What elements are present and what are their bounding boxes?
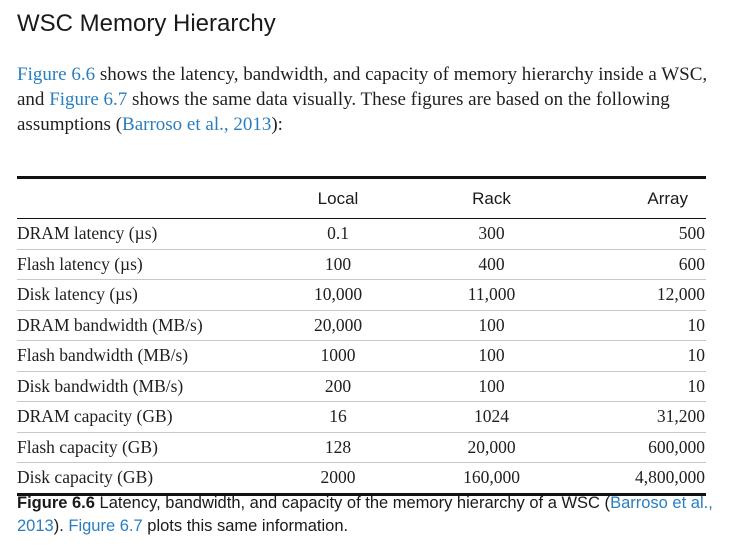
header-cell-array: Array — [647, 188, 688, 208]
table-body: DRAM latency (µs) 0.1 300 500 Flash latency … — [17, 218, 706, 496]
local-value-cell: 200 — [262, 371, 414, 402]
array-value-cell: 12,000 — [569, 279, 706, 311]
local-value-cell: 20,000 — [262, 310, 414, 341]
row-label-cell: Flash bandwidth (MB/s) — [17, 340, 262, 372]
row-label-cell: DRAM capacity (GB) — [17, 401, 262, 433]
table-row: DRAM capacity (GB) 16 1024 31,200 — [17, 401, 706, 433]
array-value-cell: 10 — [569, 310, 706, 341]
header-cell-label — [17, 178, 262, 219]
local-value-cell: 2000 — [262, 462, 414, 496]
local-value-cell: 1000 — [262, 340, 414, 372]
array-value-cell: 600,000 — [569, 432, 706, 463]
intro-text-2: shows the same data visually. These figu… — [17, 89, 670, 135]
caption-citation-link[interactable]: Barroso et al., 2013 — [17, 494, 713, 535]
row-label-cell: Disk capacity (GB) — [17, 462, 262, 496]
caption-figure-label: Figure 6.6 — [17, 494, 95, 512]
rack-value-cell: 20,000 — [414, 432, 569, 463]
intro-text-3: ): — [271, 114, 283, 135]
row-label-cell: Flash capacity (GB) — [17, 432, 262, 463]
table-row: DRAM latency (µs) 0.1 300 500 — [17, 218, 706, 250]
table-row: Disk bandwidth (MB/s) 200 100 10 — [17, 371, 706, 402]
table-row: Disk capacity (GB) 2000 160,000 4,800,000 — [17, 462, 706, 496]
caption-text-3: plots this same information. — [142, 517, 349, 535]
array-value-cell: 31,200 — [569, 401, 706, 433]
rack-value-cell: 1024 — [414, 401, 569, 433]
local-value-cell: 128 — [262, 432, 414, 463]
rack-value-cell: 100 — [414, 310, 569, 341]
array-value-cell: 10 — [569, 371, 706, 402]
row-label-cell: DRAM bandwidth (MB/s) — [17, 310, 262, 341]
table-header-row: Local Rack Array — [17, 177, 706, 219]
memory-hierarchy-table-wrap: Local Rack Array DRAM latency (µs) 0.1 300… — [17, 176, 706, 496]
caption-figure-6-7-link[interactable]: Figure 6.7 — [68, 517, 143, 535]
local-value-cell: 0.1 — [262, 218, 414, 250]
row-label-cell: Disk latency (µs) — [17, 279, 262, 311]
intro-paragraph: Figure 6.6 shows the latency, bandwidth,… — [17, 62, 717, 137]
table-row: Flash bandwidth (MB/s) 1000 100 10 — [17, 340, 706, 372]
local-value-cell: 16 — [262, 401, 414, 433]
figure-6-6-link[interactable]: Figure 6.6 — [17, 64, 96, 85]
local-value-cell: 10,000 — [262, 279, 414, 311]
array-value-cell: 500 — [569, 218, 706, 250]
caption-text-2: ). — [53, 517, 69, 535]
rack-value-cell: 100 — [414, 340, 569, 372]
array-value-cell: 4,800,000 — [569, 462, 706, 496]
array-value-cell: 600 — [569, 249, 706, 280]
local-value-cell: 100 — [262, 249, 414, 280]
header-cell-rack: Rack — [472, 188, 511, 208]
citation-link[interactable]: Barroso et al., 2013 — [122, 114, 272, 135]
table-row: Flash capacity (GB) 128 20,000 600,000 — [17, 432, 706, 463]
memory-hierarchy-table: Local Rack Array DRAM latency (µs) 0.1 300… — [17, 176, 706, 496]
figure-6-7-link[interactable]: Figure 6.7 — [49, 89, 128, 110]
row-label-cell: Flash latency (µs) — [17, 249, 262, 280]
rack-value-cell: 400 — [414, 249, 569, 280]
header-cell-local: Local — [317, 188, 359, 208]
caption-text-1: Latency, bandwidth, and capacity of the … — [94, 494, 611, 512]
rack-value-cell: 100 — [414, 371, 569, 402]
row-label-cell: DRAM latency (µs) — [17, 218, 262, 250]
table-row: Disk latency (µs) 10,000 11,000 12,000 — [17, 279, 706, 311]
intro-text-1: shows the latency, bandwidth, and capaci… — [17, 64, 708, 110]
figure-caption: Figure 6.6 Latency, bandwidth, and capac… — [17, 492, 727, 538]
row-label-cell: Disk bandwidth (MB/s) — [17, 371, 262, 402]
rack-value-cell: 300 — [414, 218, 569, 250]
rack-value-cell: 11,000 — [414, 279, 569, 311]
array-value-cell: 10 — [569, 340, 706, 372]
section-heading: WSC Memory Hierarchy — [17, 10, 276, 37]
table-row: DRAM bandwidth (MB/s) 20,000 100 10 — [17, 310, 706, 341]
rack-value-cell: 160,000 — [414, 462, 569, 496]
table-row: Flash latency (µs) 100 400 600 — [17, 249, 706, 280]
